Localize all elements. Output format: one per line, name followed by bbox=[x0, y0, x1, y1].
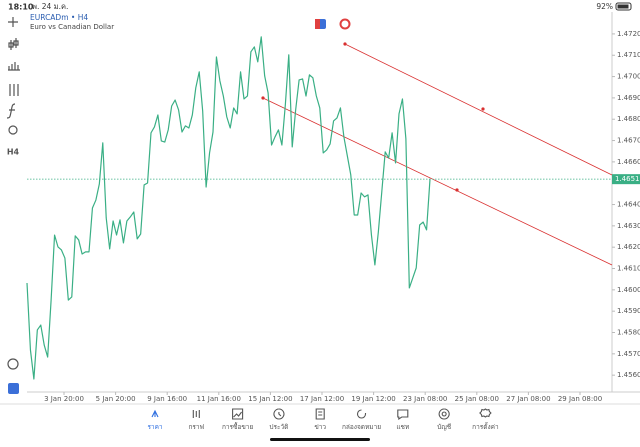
tab-icon bbox=[232, 408, 244, 420]
clock-tool[interactable] bbox=[7, 358, 19, 370]
tab-label: การซื้อขาย bbox=[222, 422, 253, 431]
y-tick-label: 1.46900 bbox=[617, 94, 640, 102]
function-tool[interactable] bbox=[6, 103, 16, 119]
handle[interactable] bbox=[455, 188, 459, 192]
symbol: EURCADm • H4 bbox=[30, 13, 88, 22]
y-tick-label: 1.47200 bbox=[617, 30, 640, 38]
tab[interactable]: ข่าว bbox=[314, 408, 326, 431]
x-tick-label: 23 Jan 08:00 bbox=[403, 395, 447, 403]
tab-icon bbox=[356, 409, 367, 419]
indicators-tool[interactable] bbox=[9, 84, 19, 96]
left-toolbar bbox=[6, 17, 20, 370]
x-tick-label: 15 Jan 12:00 bbox=[248, 395, 292, 403]
x-tick-label: 11 Jan 16:00 bbox=[197, 395, 241, 403]
tab[interactable]: แชท bbox=[396, 409, 409, 431]
handle[interactable] bbox=[481, 107, 485, 111]
home-indicator bbox=[270, 438, 370, 441]
x-tick-label: 27 Jan 08:00 bbox=[506, 395, 550, 403]
crosshair-tool[interactable] bbox=[8, 17, 18, 27]
x-tick-label: 29 Jan 08:00 bbox=[558, 395, 602, 403]
trendline[interactable] bbox=[344, 43, 613, 176]
tab-icon bbox=[192, 410, 200, 418]
chart-type-tool[interactable] bbox=[8, 38, 19, 50]
tab[interactable]: กล่องจดหมาย bbox=[342, 409, 381, 431]
battery-level bbox=[617, 4, 629, 9]
tab-label: ราคา bbox=[147, 423, 162, 431]
tab-label: กราฟ bbox=[188, 423, 204, 431]
tab-label: ข่าว bbox=[314, 423, 326, 431]
x-tick-label: 9 Jan 16:00 bbox=[147, 395, 187, 403]
y-tick-label: 1.46300 bbox=[617, 222, 640, 230]
y-tick-label: 1.45900 bbox=[617, 307, 640, 315]
battery-text: 92% bbox=[596, 2, 613, 11]
price-line bbox=[26, 36, 431, 380]
tab-icon bbox=[273, 408, 285, 420]
one-click-icon[interactable] bbox=[8, 383, 19, 394]
tab-label: กล่องจดหมาย bbox=[342, 423, 381, 431]
tab-icon bbox=[315, 408, 325, 420]
tab[interactable]: บัญชี bbox=[437, 408, 452, 431]
y-tick-label: 1.46200 bbox=[617, 243, 640, 251]
tab-label: การตั้งค่า bbox=[472, 422, 499, 431]
x-tick-label: 19 Jan 12:00 bbox=[351, 395, 395, 403]
tab[interactable]: การซื้อขาย bbox=[222, 408, 253, 431]
trendlines bbox=[262, 43, 613, 266]
tab-icon bbox=[397, 409, 409, 421]
y-tick-label: 1.46700 bbox=[617, 137, 640, 145]
battery-icon bbox=[615, 2, 632, 11]
x-tick-label: 25 Jan 08:00 bbox=[455, 395, 499, 403]
trade-button-sell[interactable] bbox=[315, 19, 320, 29]
y-tick-label: 1.45800 bbox=[617, 329, 640, 337]
current-price-box bbox=[612, 174, 640, 185]
handle[interactable] bbox=[343, 42, 347, 46]
current-price-label: 1.46519 bbox=[615, 175, 640, 183]
y-tick-label: 1.46400 bbox=[617, 201, 640, 209]
tab[interactable]: การตั้งค่า bbox=[472, 408, 499, 431]
tab-label: ประวัติ bbox=[269, 423, 288, 431]
symbol-description: Euro vs Canadian Dollar bbox=[30, 23, 114, 31]
objects-tool[interactable] bbox=[8, 125, 18, 135]
x-tick-label: 17 Jan 12:00 bbox=[300, 395, 344, 403]
y-tick-label: 1.45600 bbox=[617, 371, 640, 379]
tab[interactable]: ราคา bbox=[147, 409, 163, 431]
trendline-handles bbox=[261, 42, 485, 192]
tab-icon bbox=[151, 409, 159, 418]
tab-icon bbox=[438, 408, 450, 420]
signal-icon[interactable] bbox=[339, 18, 351, 30]
y-tick-label: 1.47100 bbox=[617, 51, 640, 59]
y-tick-label: 1.45700 bbox=[617, 350, 640, 358]
x-tick-label: 5 Jan 20:00 bbox=[96, 395, 136, 403]
tab-icon bbox=[479, 408, 492, 418]
status-date: พ. 24 ม.ค. bbox=[32, 2, 68, 11]
status-time: 18:10 bbox=[8, 3, 34, 12]
y-tick-label: 1.46800 bbox=[617, 115, 640, 123]
volume-tool[interactable] bbox=[8, 62, 20, 71]
y-tick-label: 1.47000 bbox=[617, 73, 640, 81]
trendline[interactable] bbox=[262, 97, 613, 266]
timeframe-button[interactable]: H4 bbox=[7, 148, 20, 157]
tab-label: แชท bbox=[396, 423, 409, 431]
tab[interactable]: กราฟ bbox=[188, 410, 205, 431]
y-tick-label: 1.46100 bbox=[617, 265, 640, 273]
tab-label: บัญชี bbox=[437, 423, 452, 431]
y-tick-label: 1.46000 bbox=[617, 286, 640, 294]
tab[interactable]: ประวัติ bbox=[269, 408, 288, 431]
handle[interactable] bbox=[261, 96, 265, 100]
x-tick-label: 3 Jan 20:00 bbox=[44, 395, 84, 403]
y-tick-label: 1.46600 bbox=[617, 158, 640, 166]
